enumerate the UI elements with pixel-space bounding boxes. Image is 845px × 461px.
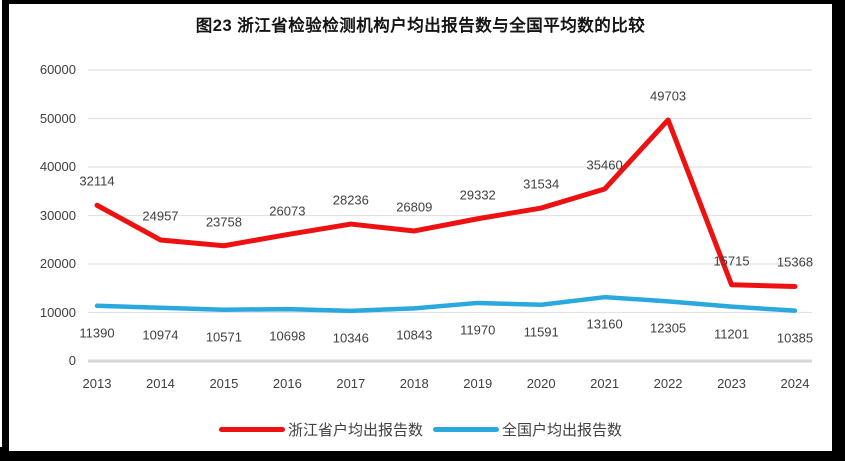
chart-title: 图23 浙江省检验检测机构户均出报告数与全国平均数的比较 xyxy=(195,17,646,35)
legend-label-national: 全国户均出报告数 xyxy=(502,422,623,439)
legend-item-zhejiang: 浙江省户均出报告数 xyxy=(218,419,423,440)
zhejiang-series-line xyxy=(94,117,798,289)
chart-legend: 浙江省户均出报告数 全国户均出报告数 xyxy=(9,419,832,440)
legend-label-zhejiang: 浙江省户均出报告数 xyxy=(287,422,423,439)
zhejiang-line-swatch xyxy=(218,427,285,432)
frame-left-sliver xyxy=(0,0,2,447)
national-series-line xyxy=(94,294,798,314)
national-line-swatch xyxy=(433,427,499,432)
legend-item-national: 全国户均出报告数 xyxy=(433,419,622,440)
